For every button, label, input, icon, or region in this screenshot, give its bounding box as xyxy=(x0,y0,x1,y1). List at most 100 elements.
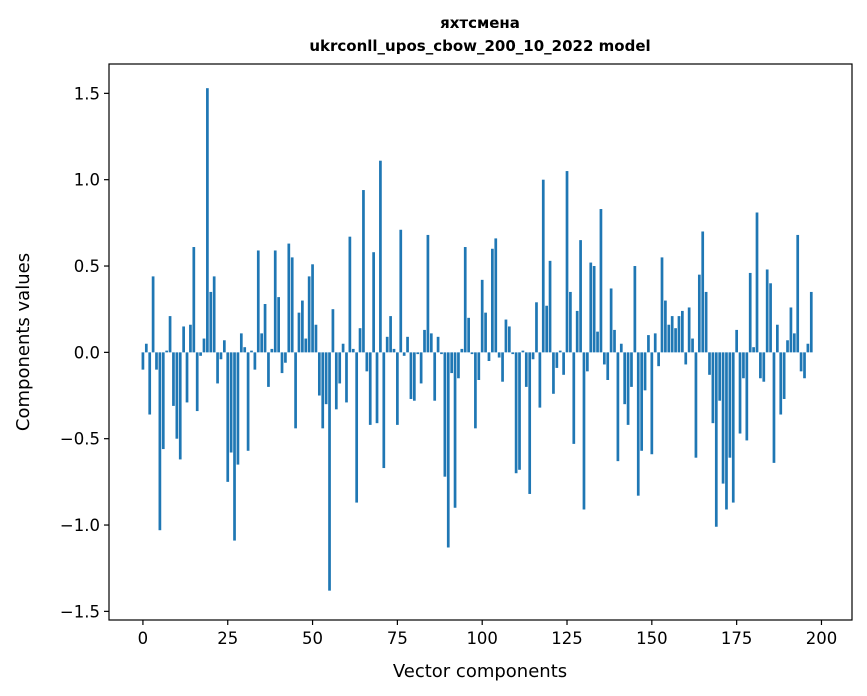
bar xyxy=(528,352,532,494)
bar xyxy=(233,352,236,541)
bar xyxy=(409,352,413,399)
bar xyxy=(351,348,355,353)
bar xyxy=(151,276,155,353)
bar xyxy=(708,352,711,375)
bar xyxy=(765,269,769,353)
bar xyxy=(226,352,230,482)
bar xyxy=(745,352,749,441)
bar xyxy=(212,276,216,353)
y-tick-label: 0.0 xyxy=(74,343,100,362)
bar xyxy=(331,309,335,353)
bar xyxy=(189,324,192,353)
bar xyxy=(222,340,226,353)
bar xyxy=(202,338,206,353)
bar xyxy=(657,352,660,367)
bar xyxy=(141,352,145,370)
bar xyxy=(199,352,202,356)
bar xyxy=(345,352,348,403)
y-axis-ticks: −1.5 −1.0 −0.5 0.0 0.5 1.0 1.5 xyxy=(60,84,109,621)
bar xyxy=(334,352,338,410)
bar xyxy=(548,260,552,353)
bar xyxy=(670,316,674,353)
x-axis-ticks: 0 25 50 75 100 125 150 175 200 xyxy=(138,620,838,648)
bar xyxy=(392,348,396,353)
bar xyxy=(636,352,640,496)
bar xyxy=(541,179,545,353)
bar xyxy=(267,352,270,387)
x-tick-label: 200 xyxy=(806,629,838,648)
x-tick-label: 25 xyxy=(217,629,238,648)
bar xyxy=(406,336,409,353)
bar xyxy=(521,350,525,353)
bar xyxy=(389,316,392,353)
bar xyxy=(647,335,650,353)
bar xyxy=(575,310,579,353)
bar xyxy=(619,343,623,353)
bar xyxy=(799,352,803,372)
bar xyxy=(429,333,433,353)
bar xyxy=(667,324,671,353)
bar xyxy=(789,307,793,353)
bar xyxy=(772,352,776,463)
bar xyxy=(236,352,240,465)
bar xyxy=(643,352,647,391)
y-tick-label: 0.5 xyxy=(74,257,100,276)
bar xyxy=(491,248,494,353)
bar xyxy=(416,352,420,355)
bar xyxy=(562,352,565,375)
bar xyxy=(731,352,735,503)
bar xyxy=(514,352,518,474)
bar xyxy=(297,312,301,353)
bar xyxy=(239,333,243,353)
bar xyxy=(229,352,233,453)
bar xyxy=(263,304,267,353)
bar xyxy=(402,352,406,356)
bar xyxy=(385,336,389,353)
bar xyxy=(687,307,691,353)
bar xyxy=(504,319,508,353)
bar xyxy=(307,276,311,353)
bar xyxy=(718,352,722,401)
bar xyxy=(195,352,199,412)
bar xyxy=(341,343,345,353)
bar xyxy=(280,352,284,374)
y-tick-label: 1.5 xyxy=(74,84,100,103)
bar xyxy=(165,350,169,353)
bar xyxy=(474,352,477,429)
bar xyxy=(609,288,613,353)
bar xyxy=(650,352,654,455)
bar xyxy=(531,352,535,360)
bar xyxy=(175,352,179,439)
bar xyxy=(623,352,627,405)
bar xyxy=(582,352,586,510)
bar xyxy=(470,352,474,355)
bar xyxy=(178,352,182,460)
bar xyxy=(219,352,223,360)
bar xyxy=(453,352,457,508)
bar xyxy=(633,266,637,353)
bar xyxy=(602,352,606,365)
bar xyxy=(450,352,454,374)
bar xyxy=(511,352,515,355)
x-tick-label: 125 xyxy=(551,629,583,648)
bar xyxy=(586,352,589,372)
bar xyxy=(796,234,800,353)
bar xyxy=(277,297,280,353)
bar xyxy=(738,352,742,434)
bar xyxy=(806,343,810,353)
bar xyxy=(362,190,365,353)
bar xyxy=(606,352,610,380)
bar xyxy=(372,252,375,353)
bar xyxy=(412,352,416,401)
bar xyxy=(314,324,318,353)
bar xyxy=(396,352,399,425)
bar xyxy=(691,338,694,353)
x-tick-label: 50 xyxy=(302,629,323,648)
chart-title-line2: ukrconll_upos_cbow_200_10_2022 model xyxy=(309,37,650,55)
bar xyxy=(324,352,328,405)
bar xyxy=(168,316,172,353)
bar xyxy=(497,352,501,358)
bar xyxy=(792,333,796,353)
bar xyxy=(311,264,314,353)
bar xyxy=(782,352,786,399)
